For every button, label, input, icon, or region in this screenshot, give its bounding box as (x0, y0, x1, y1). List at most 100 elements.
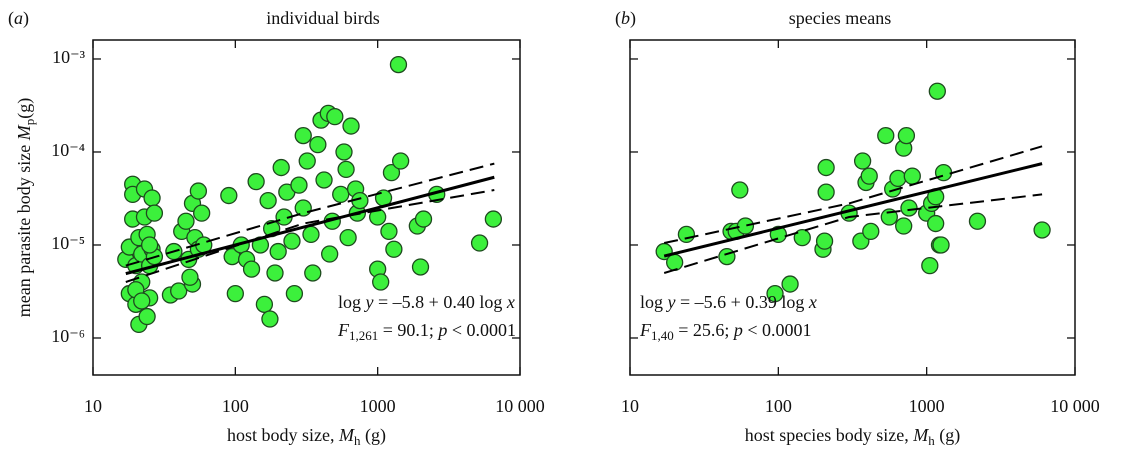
data-point (932, 236, 950, 254)
data-point (304, 264, 322, 282)
text-part: log (338, 292, 366, 312)
annotation: F1,261 = 90.1; p < 0.0001 (337, 320, 516, 343)
text-part: 1,40 (651, 328, 674, 343)
data-point (290, 176, 308, 194)
data-point (817, 158, 835, 177)
annotation: F1,40 = 25.6; p < 0.0001 (639, 320, 812, 343)
text-part: x (506, 292, 515, 312)
data-point (266, 264, 284, 282)
data-point (294, 199, 312, 217)
data-point (903, 167, 921, 185)
data-point (484, 210, 503, 228)
data-point (928, 82, 946, 100)
data-point (259, 191, 277, 210)
data-point (934, 163, 953, 182)
plot-frame (92, 39, 521, 376)
y-tick-label: 10⁻⁴ (51, 140, 85, 160)
text-part: 1,261 (349, 328, 378, 343)
text-part: M (338, 425, 355, 445)
text-part: < 0.0001 (447, 320, 516, 340)
text-part: host species body size, (745, 425, 913, 445)
data-point (391, 152, 410, 170)
data-point (302, 225, 320, 244)
data-point (862, 222, 880, 241)
data-point (793, 228, 811, 247)
text-part: x (808, 292, 817, 312)
data-point (877, 126, 895, 145)
text-part: (g) (14, 98, 35, 119)
ci-lower-line (663, 193, 1043, 274)
data-point (294, 126, 312, 145)
y-axis-label: mean parasite body size Mp(g) (14, 98, 37, 317)
data-point (269, 242, 287, 261)
panel-label: (b) (615, 8, 636, 29)
data-point (181, 268, 199, 286)
text-part: log (640, 292, 668, 312)
panel-title: species means (789, 8, 891, 28)
x-axis-label: host body size, Mh (g) (227, 425, 386, 448)
text-part: p (22, 119, 37, 126)
data-point (337, 160, 355, 179)
x-axis-label: host species body size, Mh (g) (745, 425, 960, 448)
data-point (326, 107, 344, 126)
text-part: y (666, 292, 676, 312)
data-point (781, 275, 799, 293)
text-part: mean parasite body size (14, 140, 34, 317)
text-part: (g) (935, 425, 961, 446)
data-point (315, 171, 333, 189)
data-point (889, 169, 907, 188)
data-point (380, 222, 398, 241)
fit-line (125, 175, 495, 276)
text-part: y (364, 292, 374, 312)
annotation: log y = –5.6 + 0.39 log x (640, 292, 817, 312)
data-point (968, 212, 987, 230)
data-point (193, 204, 211, 222)
x-tick-label: 10 (84, 396, 102, 416)
data-point (372, 273, 390, 291)
data-point (817, 183, 835, 201)
x-tick-label: 10 000 (1050, 396, 1100, 416)
panel-title: individual birds (266, 8, 380, 28)
data-point (736, 217, 755, 235)
data-point (189, 182, 208, 200)
data-point (226, 284, 244, 303)
data-point (220, 186, 238, 205)
ci-upper-line (125, 162, 495, 267)
data-point (261, 310, 279, 328)
y-tick-label: 10⁻⁵ (51, 233, 85, 253)
annotation: log y = –5.8 + 0.40 log x (338, 292, 515, 312)
data-point (143, 189, 161, 207)
data-point (133, 292, 151, 310)
data-point (382, 163, 401, 182)
fit-line (663, 162, 1043, 258)
text-part: ) (630, 8, 636, 29)
data-point (900, 199, 918, 217)
text-part: b (621, 8, 630, 28)
data-point (411, 258, 430, 276)
data-point (815, 232, 834, 250)
data-point (897, 126, 916, 145)
text-part: ( (615, 8, 621, 29)
data-point (677, 225, 696, 244)
x-tick-label: 100 (765, 396, 792, 416)
text-part: = –5.8 + 0.40 log (374, 292, 507, 312)
text-part: F (337, 320, 350, 340)
text-part: ( (8, 8, 14, 29)
text-part: p (732, 320, 743, 340)
data-point (880, 208, 898, 226)
data-point (921, 256, 939, 275)
data-point (895, 217, 913, 235)
data-point (242, 260, 261, 278)
y-tick-label: 10⁻³ (52, 47, 86, 67)
text-part: < 0.0001 (743, 320, 812, 340)
data-point (389, 55, 408, 74)
data-point (255, 295, 274, 313)
text-part: (g) (361, 425, 387, 446)
data-point (385, 240, 403, 258)
data-point (1033, 221, 1051, 239)
data-point (285, 284, 304, 303)
data-point (342, 117, 360, 135)
text-part: h (354, 433, 361, 448)
data-point (321, 245, 339, 263)
